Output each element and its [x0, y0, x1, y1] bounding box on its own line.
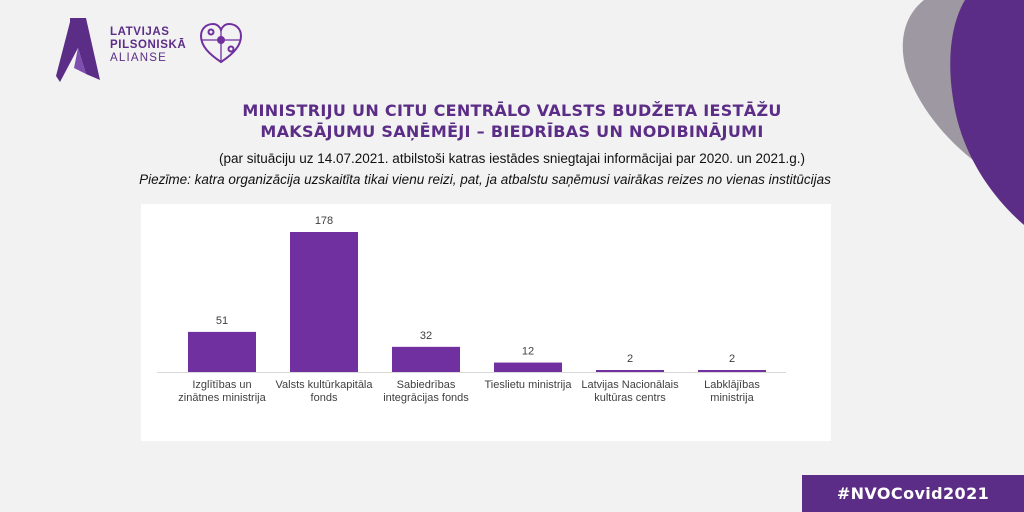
bar-value-label: 12 — [522, 346, 534, 358]
category-label: Labklājības — [704, 379, 760, 391]
logo-line-2: PILSONISKĀ — [110, 39, 187, 51]
category-label: ministrija — [710, 392, 754, 404]
puzzle-heart-icon — [199, 22, 243, 64]
chart-note: Piezīme: katra organizācija uzskaitīta t… — [139, 172, 831, 187]
bar — [392, 346, 460, 372]
category-label: fonds — [311, 392, 338, 404]
logo-line-3: ALIANSE — [110, 52, 167, 64]
category-label: Sabiedrības — [397, 379, 456, 391]
category-label: Izglītības un — [192, 379, 251, 391]
bar — [188, 331, 256, 372]
logo-line-1: LATVIJAS — [110, 26, 170, 38]
bar-value-label: 32 — [420, 330, 432, 342]
chart-panel: 51 Izglītības un zinātnes ministrija 178 Val… — [141, 204, 831, 441]
category-label: integrācijas fonds — [383, 392, 469, 404]
bar-value-label: 2 — [729, 353, 735, 365]
bar-value-label: 178 — [315, 215, 333, 227]
hashtag-badge: #NVOCovid2021 — [802, 475, 1024, 512]
category-label: Latvijas Nacionālais — [581, 379, 679, 391]
bar — [494, 362, 562, 372]
alliance-logo — [56, 18, 243, 82]
corner-shape-purple — [950, 0, 1024, 225]
bar — [596, 370, 664, 372]
category-label: zinātnes ministrija — [178, 392, 266, 404]
category-label: Tieslietu ministrija — [484, 379, 572, 391]
logo-a-mark — [56, 18, 100, 82]
logo-wordmark: LATVIJAS PILSONISKĀ ALIANSE — [110, 26, 186, 65]
category-label: kultūras centrs — [594, 392, 666, 404]
chart-title-line-1: MINISTRIJU UN CITU CENTRĀLO VALSTS BUDŽE… — [242, 101, 782, 120]
chart-title-line-2: MAKSĀJUMU SAŅĒMĒJI – BIEDRĪBAS UN NODIBI… — [260, 122, 764, 141]
chart-subtitle: (par situāciju uz 14.07.2021. atbilstoši… — [218, 151, 806, 166]
bar-value-label: 2 — [627, 353, 633, 365]
bar — [290, 232, 358, 372]
bar — [698, 370, 766, 372]
bar-value-label: 51 — [216, 315, 228, 327]
category-label: Valsts kultūrkapitāla — [275, 379, 373, 391]
